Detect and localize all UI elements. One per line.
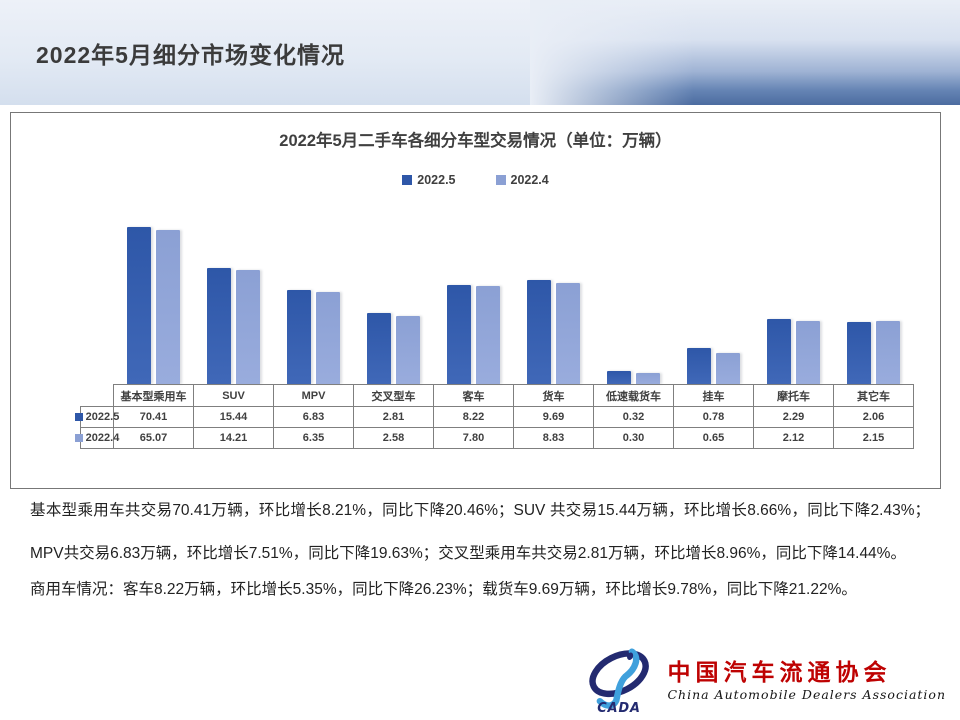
table-header-cell: 基本型乘用车 xyxy=(113,384,194,407)
table-value-cell: 0.78 xyxy=(673,406,754,428)
cada-logo: CADA 中国汽车流通协会 China Automobile Dealers A… xyxy=(583,648,946,714)
table-value-cell: 7.80 xyxy=(433,427,514,449)
bar-group xyxy=(834,224,914,384)
table-row: 2022.4 65.07 14.21 6.35 2.58 7.80 8.83 0.30 0.65… xyxy=(74,427,914,449)
chart-legend: 2022.5 2022.4 xyxy=(11,173,940,187)
table-value-cell: 2.81 xyxy=(353,406,434,428)
bar xyxy=(527,280,552,384)
table-header-cell: 交叉型车 xyxy=(353,384,434,407)
legend-item: 2022.4 xyxy=(495,173,549,187)
bar xyxy=(155,229,180,384)
series-name: 2022.4 xyxy=(85,432,120,444)
bar xyxy=(556,282,581,384)
table-header-cell: 摩托车 xyxy=(753,384,834,407)
bar-group xyxy=(433,224,513,384)
bar xyxy=(235,270,260,384)
table-value-cell: 0.30 xyxy=(593,427,674,449)
bar xyxy=(716,352,741,384)
table-value-cell: 2.58 xyxy=(353,427,434,449)
table-value-cell: 0.65 xyxy=(673,427,754,449)
bar xyxy=(206,267,231,384)
bar xyxy=(687,347,712,384)
series-name: 2022.5 xyxy=(85,411,120,423)
bar xyxy=(767,318,792,384)
bar-group xyxy=(273,224,353,384)
table-value-cell: 70.41 xyxy=(113,406,194,428)
table-row-label: 2022.4 xyxy=(74,427,119,449)
legend-swatch-icon xyxy=(495,175,506,185)
cubes-photo xyxy=(530,0,960,105)
legend-item: 2022.5 xyxy=(402,173,456,187)
bar-group xyxy=(513,224,593,384)
table-value-cell: 8.83 xyxy=(513,427,594,449)
bar xyxy=(796,321,821,384)
table-value-cell: 0.32 xyxy=(593,406,674,428)
bar xyxy=(847,321,872,384)
cada-abbr-label: CADA xyxy=(598,701,642,714)
header-banner xyxy=(0,0,960,105)
table-value-cell: 6.83 xyxy=(273,406,354,428)
bar-group xyxy=(353,224,433,384)
table-value-cell: 2.06 xyxy=(833,406,914,428)
chart-panel: 2022年5月二手车各细分车型交易情况（单位：万辆） 2022.5 2022.4 … xyxy=(10,112,941,489)
legend-swatch-icon xyxy=(402,175,413,185)
table-value-cell: 14.21 xyxy=(193,427,274,449)
table-row-label: 2022.5 xyxy=(74,406,119,428)
table-value-cell: 65.07 xyxy=(113,427,194,449)
table-value-cell: 9.69 xyxy=(513,406,594,428)
logo-text: 中国汽车流通协会 China Automobile Dealers Associ… xyxy=(667,658,946,703)
bar xyxy=(607,371,632,384)
bar xyxy=(315,291,340,384)
bar-group xyxy=(193,224,273,384)
bar-group xyxy=(113,224,193,384)
data-table: 基本型乘用车 SUV MPV 交叉型车 客车 货车 低速载货车 挂车 摩托车 其它车 2022.5 7… xyxy=(74,384,914,449)
table-value-cell: 6.35 xyxy=(273,427,354,449)
series-swatch-icon xyxy=(74,434,83,442)
table-header-cell: SUV xyxy=(193,384,274,407)
table-value-cell: 8.22 xyxy=(433,406,514,428)
bar xyxy=(876,320,901,384)
summary-text: 基本型乘用车共交易70.41万辆，环比增长8.21%，同比下降20.46%；SU… xyxy=(30,489,930,611)
bar xyxy=(636,373,661,384)
bar-plot xyxy=(113,224,914,384)
bar xyxy=(366,313,391,384)
bar xyxy=(126,227,151,384)
bar xyxy=(395,315,420,384)
commercial-vehicle-paragraph: 商用车情况：客车8.22万辆，环比增长5.35%，同比下降26.23%；载货车9… xyxy=(30,581,857,598)
cada-emblem-icon: CADA xyxy=(589,648,650,714)
bar-group xyxy=(754,224,834,384)
table-value-cell: 2.29 xyxy=(753,406,834,428)
table-header-cell: 其它车 xyxy=(833,384,914,407)
bar xyxy=(475,286,500,384)
series-swatch-icon xyxy=(74,413,83,421)
logo-chinese-name: 中国汽车流通协会 xyxy=(667,658,892,686)
bar xyxy=(286,289,311,384)
table-header-cell: 挂车 xyxy=(673,384,754,407)
table-value-cell: 15.44 xyxy=(193,406,274,428)
table-header-cell: 低速载货车 xyxy=(593,384,674,407)
legend-label: 2022.5 xyxy=(417,173,456,187)
table-value-cell: 2.12 xyxy=(753,427,834,449)
passenger-vehicle-paragraph: 基本型乘用车共交易70.41万辆，环比增长8.21%，同比下降20.46%；SU… xyxy=(30,502,930,562)
table-header-cell: 客车 xyxy=(433,384,514,407)
chart-title: 2022年5月二手车各细分车型交易情况（单位：万辆） xyxy=(279,132,672,150)
legend-label: 2022.4 xyxy=(510,173,549,187)
bar-group xyxy=(594,224,674,384)
bar-group xyxy=(674,224,754,384)
table-value-cell: 2.15 xyxy=(833,427,914,449)
page-title: 2022年5月细分市场变化情况 xyxy=(36,42,345,68)
table-header-cell: MPV xyxy=(273,384,354,407)
bar xyxy=(446,284,471,384)
table-header-cell: 货车 xyxy=(513,384,594,407)
table-corner-cell xyxy=(81,385,114,407)
logo-english-name: China Automobile Dealers Association xyxy=(667,687,946,703)
table-row: 2022.5 70.41 15.44 6.83 2.81 8.22 9.69 0.32 0.78… xyxy=(74,406,914,428)
